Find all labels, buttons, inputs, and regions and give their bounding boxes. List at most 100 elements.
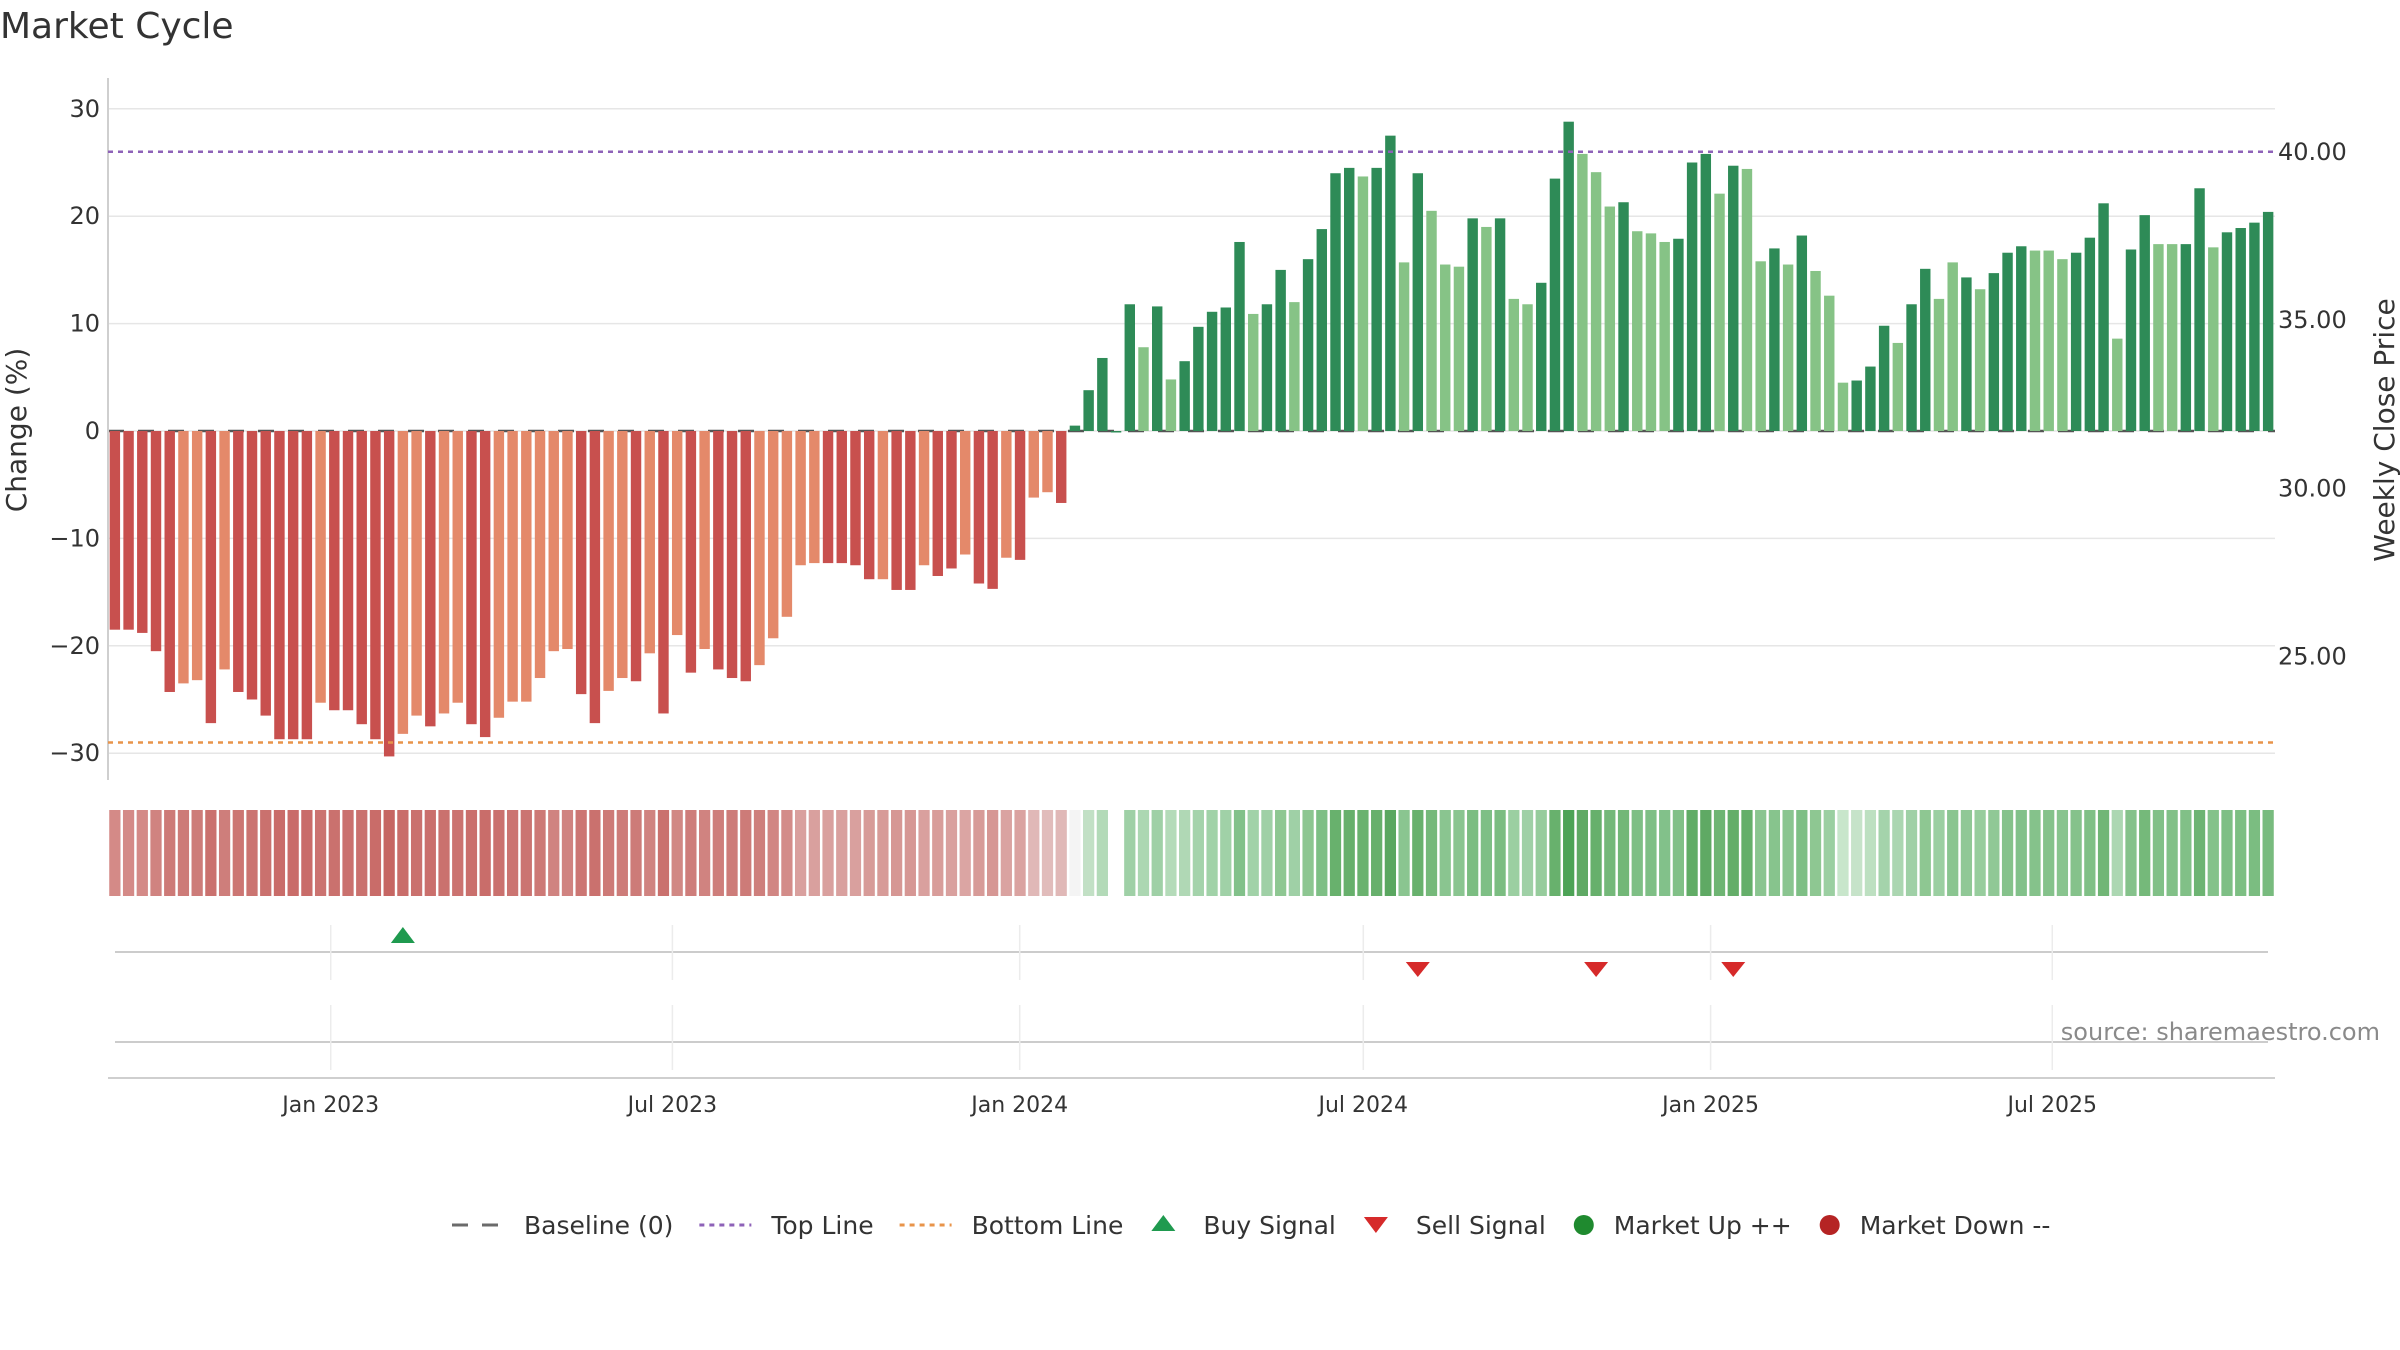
heat-cell bbox=[1261, 810, 1273, 896]
change-bar bbox=[1837, 382, 1849, 431]
change-bar bbox=[1042, 431, 1053, 493]
heat-cell bbox=[1713, 810, 1726, 896]
change-bar bbox=[1261, 304, 1273, 431]
change-bar bbox=[1152, 306, 1163, 431]
heat-cell bbox=[205, 810, 217, 896]
heat-cell bbox=[1439, 810, 1451, 896]
heat-cell bbox=[2070, 810, 2082, 896]
change-bar bbox=[397, 431, 409, 734]
heat-cell bbox=[2125, 810, 2137, 896]
change-bar bbox=[603, 431, 614, 691]
change-bar bbox=[1865, 366, 1876, 431]
change-bar bbox=[1755, 261, 1766, 431]
change-bar bbox=[2057, 259, 2068, 431]
heat-cell bbox=[2262, 810, 2274, 896]
change-bar bbox=[466, 431, 477, 725]
change-bar bbox=[2098, 203, 2109, 431]
heat-cell bbox=[1151, 810, 1163, 896]
heat-cell bbox=[2139, 810, 2151, 896]
legend-label: Buy Signal bbox=[1203, 1211, 1336, 1240]
left-tick-label: 20 bbox=[69, 202, 100, 230]
change-bar bbox=[2153, 244, 2164, 431]
change-bar bbox=[1248, 313, 1259, 431]
change-bar bbox=[2084, 237, 2096, 431]
change-bar bbox=[1604, 206, 1616, 431]
heat-cell bbox=[808, 810, 820, 896]
heat-cell bbox=[1782, 810, 1794, 896]
date-tick-label: Jan 2024 bbox=[969, 1093, 1068, 1118]
heat-cell bbox=[1645, 810, 1657, 896]
heat-cell bbox=[2111, 810, 2123, 896]
heat-cell bbox=[2235, 810, 2247, 896]
change-bar bbox=[2043, 250, 2054, 431]
change-bar bbox=[1522, 304, 1533, 431]
heat-cell bbox=[575, 810, 587, 896]
legend-symbol-circle bbox=[1819, 1215, 1840, 1235]
change-bar bbox=[713, 431, 724, 670]
change-bar bbox=[1289, 302, 1300, 431]
change-bar bbox=[1988, 273, 2000, 431]
right-tick-label: 35.00 bbox=[2278, 306, 2347, 334]
heat-cell bbox=[698, 810, 711, 896]
heat-cell bbox=[644, 810, 656, 896]
change-bar bbox=[2194, 188, 2205, 431]
change-bar bbox=[1014, 431, 1026, 560]
heat-cell bbox=[1055, 810, 1067, 896]
right-tick-label: 40.00 bbox=[2278, 138, 2347, 166]
heat-cell bbox=[1974, 810, 1986, 896]
legend-label: Market Down -- bbox=[1860, 1211, 2051, 1240]
right-y-ticks: 40.00 35.00 30.00 25.00 bbox=[2278, 138, 2347, 671]
heat-cell bbox=[1371, 810, 1383, 896]
date-tick-label: Jul 2023 bbox=[626, 1093, 718, 1118]
heat-cell bbox=[424, 810, 436, 896]
change-bar bbox=[219, 431, 230, 670]
right-tick-label: 30.00 bbox=[2278, 474, 2347, 502]
left-tick-label: 30 bbox=[69, 95, 100, 123]
signal-panel bbox=[115, 925, 2268, 1070]
change-bar bbox=[1357, 176, 1369, 431]
sell-signal-marker bbox=[1721, 962, 1746, 977]
legend-symbol-buy-triangle bbox=[1151, 1215, 1176, 1231]
heat-cell bbox=[959, 810, 971, 896]
heat-cell bbox=[1741, 810, 1753, 896]
change-bar bbox=[246, 431, 258, 700]
change-bar bbox=[1206, 311, 1218, 431]
change-bar bbox=[1028, 431, 1039, 498]
change-bar bbox=[1494, 218, 1506, 431]
change-bar bbox=[1124, 304, 1135, 431]
heat-cell bbox=[520, 810, 532, 896]
buy-signal-marker bbox=[390, 927, 415, 943]
heat-cell bbox=[602, 810, 615, 896]
left-tick-label: −30 bbox=[49, 739, 100, 767]
heat-cell bbox=[2221, 810, 2233, 896]
change-bar bbox=[1508, 298, 1520, 431]
change-bar bbox=[1645, 233, 1657, 431]
date-tick-label: Jul 2025 bbox=[2005, 1093, 2097, 1118]
heat-cell bbox=[945, 810, 958, 896]
heat-cell bbox=[1851, 810, 1863, 896]
change-bar bbox=[754, 431, 765, 666]
change-bar bbox=[2016, 246, 2027, 431]
heat-cell bbox=[273, 810, 286, 896]
heat-cell bbox=[561, 810, 574, 896]
heat-cell bbox=[1604, 810, 1616, 896]
heat-cell bbox=[1453, 810, 1465, 896]
heat-cell bbox=[2097, 810, 2110, 896]
change-bar bbox=[123, 431, 134, 630]
heat-cell bbox=[1988, 810, 2000, 896]
chart-title: Market Cycle bbox=[0, 6, 234, 47]
change-bar bbox=[562, 431, 573, 650]
change-bar bbox=[959, 431, 971, 555]
heat-cell bbox=[1535, 810, 1547, 896]
heat-cell bbox=[1809, 810, 1822, 896]
heat-cell bbox=[383, 810, 395, 896]
heat-cell bbox=[1192, 810, 1204, 896]
change-bar bbox=[1330, 173, 1341, 432]
change-bar bbox=[191, 431, 203, 681]
left-y-ticks: 30 20 10 0 −10 −20 −30 bbox=[49, 95, 100, 767]
heat-cell bbox=[1864, 810, 1877, 896]
heat-cell bbox=[1398, 810, 1410, 896]
heat-cell bbox=[1096, 810, 1108, 896]
heat-cell bbox=[1617, 810, 1630, 896]
